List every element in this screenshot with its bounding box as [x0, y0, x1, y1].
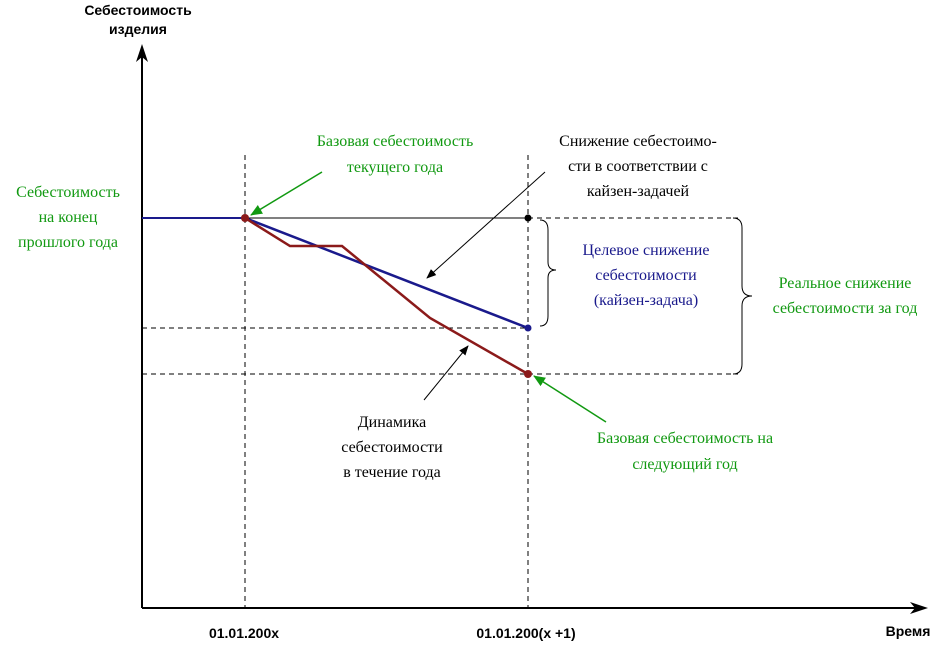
label-kaizen-reduction-line: сти в соответствии с: [568, 158, 708, 175]
label-kaizen-reduction: Снижение себестоимо- сти в соответствии …: [559, 133, 717, 200]
label-prev-year-cost-line: на конец: [39, 209, 98, 226]
arrow-base-next: [533, 375, 607, 423]
point-start: [241, 214, 249, 222]
x-tick-start: 01.01.200x: [209, 625, 279, 641]
point-target-end: [524, 324, 532, 332]
label-target-reduction-line: (кайзен-задача): [594, 292, 698, 309]
brace-real: [732, 217, 753, 375]
axes: [136, 44, 928, 614]
label-real-reduction: Реальное снижение себестоимости за год: [773, 275, 918, 317]
label-cost-dynamics: Динамика себестоимости в течение года: [341, 414, 443, 481]
actual-cost-line: [244, 216, 529, 376]
label-target-reduction-line: себестоимости: [595, 267, 697, 284]
point-flat-end: [524, 214, 532, 222]
label-prev-year-cost: Себестоимость на конец прошлого года: [16, 184, 120, 251]
label-base-cost-current: Базовая себестоимость текущего года: [317, 133, 474, 176]
label-cost-dynamics-line: в течение года: [343, 464, 441, 481]
point-real-end: [524, 370, 532, 378]
label-target-reduction-line: Целевое снижение: [583, 242, 710, 259]
brace-target: [539, 219, 557, 327]
y-axis-label-line2: изделия: [109, 21, 167, 37]
x-tick-end: 01.01.200(x +1): [476, 625, 575, 641]
x-axis-arrow-icon: [910, 602, 928, 614]
label-kaizen-reduction-line: кайзен-задачей: [587, 183, 690, 200]
arrow-kaizen-annotation: [426, 171, 546, 279]
kaizen-target-line: [244, 216, 529, 330]
guide-lines: [142, 155, 738, 608]
y-axis-label-line1: Себестоимость: [84, 2, 192, 18]
y-axis-arrow-icon: [136, 44, 148, 62]
x-axis-label: Время: [886, 623, 931, 639]
label-base-cost-next: Базовая себестоимость на следующий год: [597, 430, 773, 473]
label-real-reduction-line: себестоимости за год: [773, 300, 918, 317]
label-base-cost-next-line: Базовая себестоимость на: [597, 430, 773, 447]
label-cost-dynamics-line: Динамика: [358, 414, 426, 431]
label-target-reduction: Целевое снижение себестоимости (кайзен-з…: [583, 242, 710, 309]
arrow-dynamics-annotation: [423, 345, 469, 401]
label-cost-dynamics-line: себестоимости: [341, 439, 443, 456]
label-real-reduction-line: Реальное снижение: [779, 275, 912, 292]
label-prev-year-cost-line: прошлого года: [18, 234, 118, 251]
arrow-base-current: [250, 171, 323, 216]
label-base-cost-current-line: Базовая себестоимость: [317, 133, 474, 150]
label-kaizen-reduction-line: Снижение себестоимо-: [559, 133, 717, 150]
label-base-cost-next-line: следующий год: [632, 456, 737, 473]
label-base-cost-current-line: текущего года: [347, 159, 443, 176]
label-prev-year-cost-line: Себестоимость: [16, 184, 120, 201]
